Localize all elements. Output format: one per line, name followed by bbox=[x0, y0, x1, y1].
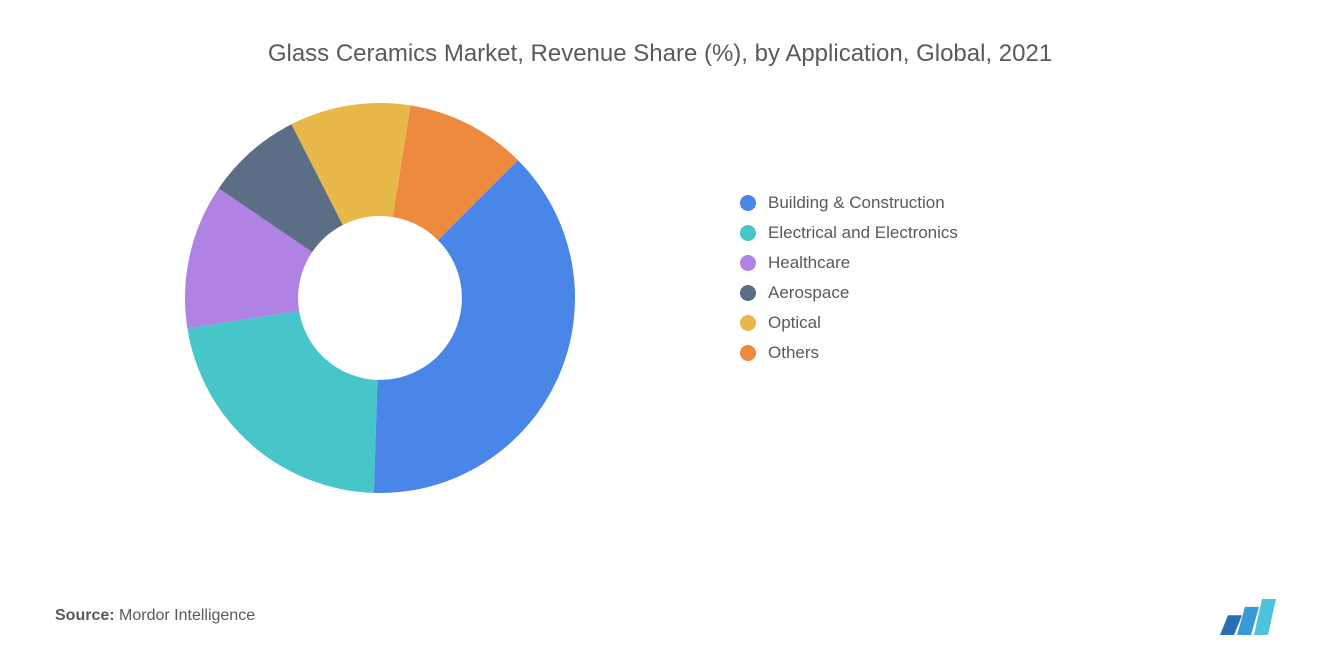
legend-label: Others bbox=[768, 343, 819, 363]
source-label: Source: bbox=[55, 607, 115, 624]
legend-swatch bbox=[740, 255, 756, 271]
legend-label: Healthcare bbox=[768, 253, 850, 273]
chart-container: Glass Ceramics Market, Revenue Share (%)… bbox=[0, 0, 1320, 665]
donut-segment bbox=[187, 311, 377, 493]
legend-swatch bbox=[740, 195, 756, 211]
legend-item: Aerospace bbox=[740, 283, 958, 303]
legend-label: Electrical and Electronics bbox=[768, 223, 958, 243]
source-value: Mordor Intelligence bbox=[119, 607, 255, 624]
legend-item: Optical bbox=[740, 313, 958, 333]
legend-item: Electrical and Electronics bbox=[740, 223, 958, 243]
donut-chart bbox=[180, 98, 580, 498]
logo-bar bbox=[1254, 599, 1276, 635]
chart-legend: Building & Construction Electrical and El… bbox=[740, 193, 958, 373]
chart-area: Building & Construction Electrical and El… bbox=[180, 98, 1270, 498]
chart-title: Glass Ceramics Market, Revenue Share (%)… bbox=[50, 40, 1270, 68]
legend-swatch bbox=[740, 285, 756, 301]
legend-item: Building & Construction bbox=[740, 193, 958, 213]
legend-swatch bbox=[740, 345, 756, 361]
legend-label: Building & Construction bbox=[768, 193, 945, 213]
legend-swatch bbox=[740, 225, 756, 241]
legend-item: Others bbox=[740, 343, 958, 363]
brand-logo bbox=[1220, 595, 1280, 635]
legend-label: Aerospace bbox=[768, 283, 849, 303]
legend-item: Healthcare bbox=[740, 253, 958, 273]
legend-label: Optical bbox=[768, 313, 821, 333]
source-citation: Source: Mordor Intelligence bbox=[55, 607, 255, 625]
legend-swatch bbox=[740, 315, 756, 331]
